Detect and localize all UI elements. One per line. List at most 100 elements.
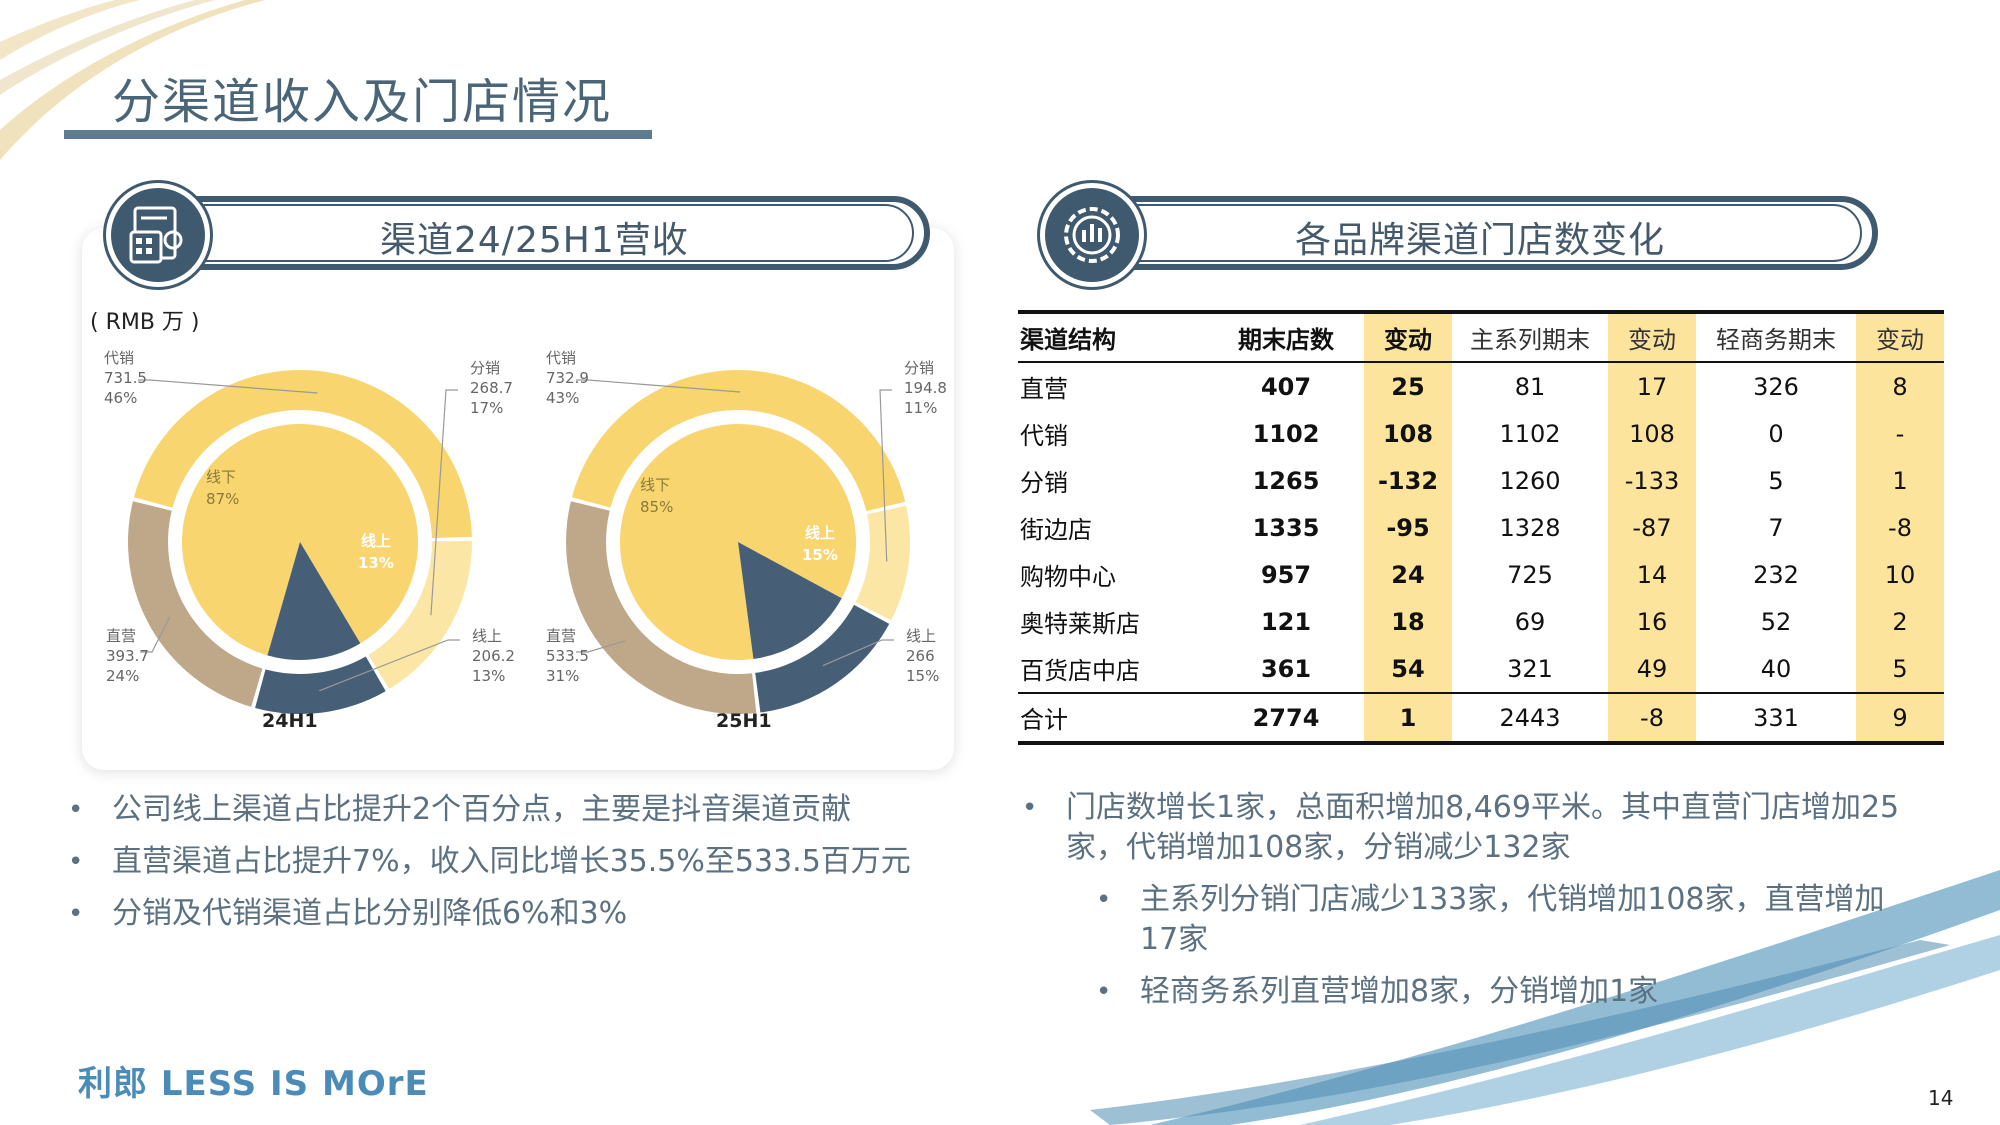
table-row: 奥特莱斯店 121 18 69 16 52 2 xyxy=(1018,598,1944,645)
leader-line-1-1 xyxy=(879,389,892,562)
section-title-revenue: 渠道24/25H1营收 xyxy=(380,220,689,261)
table-cell: 326 xyxy=(1753,372,1799,401)
store-count-table: 渠道结构 期末店数 变动 主系列期末 变动 轻商务期末 变动 直营 407 25 81… xyxy=(1018,310,1944,745)
table-cell: 5 xyxy=(1768,466,1784,495)
table-cell: 108 xyxy=(1608,410,1696,457)
table-cell: 81 xyxy=(1514,372,1546,401)
decorative-swoosh-bottom-right xyxy=(1090,870,2000,1125)
table-cell: 2443 xyxy=(1499,703,1561,732)
leader-line-0-0 xyxy=(138,379,318,394)
table-cell: 代销 xyxy=(1020,422,1068,450)
table-cell: 9 xyxy=(1856,693,1944,743)
table-cell: 2774 xyxy=(1252,703,1320,732)
table-total-row: 合计 2774 1 2443 -8 331 9 xyxy=(1018,693,1944,743)
table-cell: 5 xyxy=(1856,645,1944,693)
label-24h1-inner-online: 线上 13% xyxy=(358,532,394,572)
revenue-donut-charts xyxy=(128,369,910,714)
outer-slice-0-3 xyxy=(128,501,263,707)
table-cell: 1265 xyxy=(1252,466,1320,495)
bullet-item: 分销及代销渠道占比分别降低6%和3% xyxy=(68,894,968,934)
table-cell: 7 xyxy=(1768,513,1784,542)
outer-slice-1-3 xyxy=(566,501,757,714)
col-header: 期末店数 xyxy=(1238,326,1334,354)
table-cell: -133 xyxy=(1608,457,1696,504)
label-24h1-direct: 直营 393.7 24% xyxy=(106,627,149,685)
inner-slice-online-1 xyxy=(738,542,842,659)
table-cell: 40 xyxy=(1760,654,1792,683)
table-cell: 407 xyxy=(1260,372,1312,401)
label-24h1-offline: 线下 87% xyxy=(206,468,240,508)
table-cell: 331 xyxy=(1753,703,1799,732)
brand-logo: 利郎 LESS IS MOrE xyxy=(78,1064,429,1104)
table-cell: - xyxy=(1856,410,1944,457)
inner-slice-offline-1 xyxy=(620,424,856,660)
table-cell: -8 xyxy=(1608,693,1696,743)
table-cell: 24 xyxy=(1364,551,1452,598)
label-24h1-online: 线上 206.2 13% xyxy=(472,627,515,685)
label-25h1-inner-online: 线上 15% xyxy=(802,524,838,564)
table-cell: 奥特莱斯店 xyxy=(1020,610,1140,638)
chart-title-25h1: 25H1 xyxy=(716,710,772,732)
table-row: 街边店 1335 -95 1328 -87 7 -8 xyxy=(1018,504,1944,551)
table-cell: 361 xyxy=(1260,654,1312,683)
table-cell: 街边店 xyxy=(1020,516,1092,544)
table-cell: 108 xyxy=(1364,410,1452,457)
col-header: 轻商务期末 xyxy=(1716,326,1836,354)
gear-chart-icon xyxy=(1040,183,1144,287)
inner-slice-online-0 xyxy=(267,542,361,660)
label-24h1-fen: 分销 268.7 17% xyxy=(470,359,513,417)
section-header-revenue xyxy=(150,196,930,270)
outer-slice-0-2 xyxy=(255,656,386,714)
leader-line-0-2 xyxy=(319,639,460,692)
table-row: 代销 1102 108 1102 108 0 - xyxy=(1018,410,1944,457)
inner-slice-offline-0 xyxy=(182,424,418,656)
col-header: 主系列期末 xyxy=(1470,326,1590,354)
label-25h1-fen: 分销 194.8 11% xyxy=(904,359,947,417)
table-cell: 16 xyxy=(1608,598,1696,645)
table-cell: 1260 xyxy=(1499,466,1561,495)
table-cell: -87 xyxy=(1608,504,1696,551)
decorative-swoosh-top-left xyxy=(0,0,265,160)
leader-line-0-1 xyxy=(430,389,458,616)
bullet-item-sub: 主系列分销门店减少133家，代销增加108家，直营增加17家 xyxy=(1096,880,1922,960)
page-title: 分渠道收入及门店情况 xyxy=(112,74,613,130)
table-cell: 合计 xyxy=(1020,706,1068,734)
col-header: 变动 xyxy=(1364,312,1452,362)
col-header: 变动 xyxy=(1856,312,1944,362)
bullet-item-sub: 轻商务系列直营增加8家，分销增加1家 xyxy=(1096,972,1922,1012)
outer-slice-0-1 xyxy=(368,540,472,690)
page-number: 14 xyxy=(1928,1086,1954,1110)
outer-slice-0-0 xyxy=(133,370,472,539)
table-cell: 直营 xyxy=(1020,375,1068,403)
label-25h1-dai: 代销 732.9 43% xyxy=(546,349,589,407)
table-row: 百货店中店 361 54 321 49 40 5 xyxy=(1018,645,1944,693)
calculator-document-icon xyxy=(106,183,210,287)
table-cell: 1335 xyxy=(1252,513,1320,542)
table-cell: 1328 xyxy=(1499,513,1561,542)
table-cell: 10 xyxy=(1856,551,1944,598)
bullet-item: 直营渠道占比提升7%，收入同比增长35.5%至533.5百万元 xyxy=(68,842,968,882)
table-cell: 1 xyxy=(1856,457,1944,504)
table-cell: 百货店中店 xyxy=(1020,657,1140,685)
table-cell: 49 xyxy=(1608,645,1696,693)
outer-slice-1-1 xyxy=(855,505,910,621)
outer-slice-1-0 xyxy=(571,369,906,512)
revenue-bullets: 公司线上渠道占比提升2个百分点，主要是抖音渠道贡献 直营渠道占比提升7%，收入同… xyxy=(68,790,968,946)
table-cell: 分销 xyxy=(1020,469,1068,497)
table-cell: 0 xyxy=(1768,419,1784,448)
chart-title-24h1: 24H1 xyxy=(262,710,318,732)
table-cell: 8 xyxy=(1856,362,1944,410)
table-cell: 52 xyxy=(1760,607,1792,636)
section-title-stores: 各品牌渠道门店数变化 xyxy=(1295,220,1666,261)
leader-line-1-0 xyxy=(576,379,741,393)
table-cell: 69 xyxy=(1514,607,1546,636)
store-bullets: 门店数增长1家，总面积增加8,469平米。其中直营门店增加25家，代销增加108… xyxy=(1022,788,1922,1024)
label-25h1-online: 线上 266 15% xyxy=(906,627,940,685)
table-cell: -8 xyxy=(1856,504,1944,551)
bullet-item: 公司线上渠道占比提升2个百分点，主要是抖音渠道贡献 xyxy=(68,790,968,830)
table-cell: 购物中心 xyxy=(1020,563,1116,591)
table-cell: -132 xyxy=(1364,457,1452,504)
leader-line-1-2 xyxy=(822,639,894,667)
table-cell: 957 xyxy=(1260,560,1312,589)
leader-line-0-3 xyxy=(140,616,171,653)
